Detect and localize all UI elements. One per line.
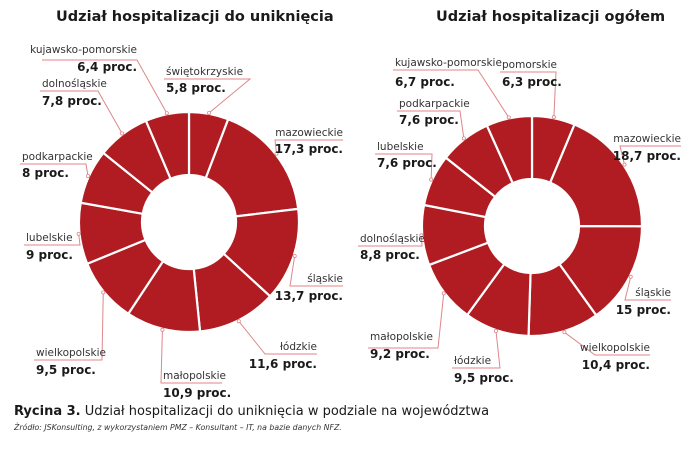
slice-value-label: 9,2 proc.	[370, 347, 430, 361]
slice-label: mazowieckie	[613, 133, 681, 145]
slice-label: śląskie	[307, 273, 343, 285]
slice-label: łódzkie	[454, 355, 491, 367]
slice-value-label: 6,3 proc.	[502, 75, 562, 89]
slice-value-label: 5,8 proc.	[166, 81, 226, 95]
leader-dot	[207, 110, 212, 115]
figure-caption-text: Udział hospitalizacji do uniknięcia w po…	[84, 404, 490, 419]
slice-label: wielkopolskie	[580, 342, 650, 354]
leader-line	[274, 139, 343, 154]
leader-dot	[441, 291, 446, 296]
slice-label: dolnośląskie	[42, 78, 107, 90]
slice-value-label: 7,6 proc.	[399, 113, 459, 127]
leader-line	[42, 59, 168, 114]
leader-dot	[160, 327, 165, 332]
slice-label: dolnośląskie	[360, 233, 425, 245]
slice-label: pomorskie	[502, 59, 557, 71]
slice-label: świętokrzyskie	[166, 66, 243, 78]
leader-dot	[622, 162, 627, 167]
leader-line	[564, 331, 650, 356]
leader-line	[160, 329, 222, 384]
leader-dot	[292, 253, 297, 258]
leader-dot	[461, 136, 466, 141]
leader-line	[375, 153, 433, 180]
slice-value-label: 18,7 proc.	[613, 149, 681, 163]
slice-value-label: 9,5 proc.	[454, 371, 514, 385]
leader-dot	[506, 115, 511, 120]
slice-value-label: 6,4 proc.	[77, 60, 137, 74]
chart-title-total: Udział hospitalizacji ogółem	[436, 9, 666, 25]
figure-caption: Rycina 3. Udział hospitalizacji do unikn…	[14, 404, 489, 419]
slice-value-label: 15 proc.	[616, 303, 671, 317]
slice-value-label: 17,3 proc.	[275, 142, 343, 156]
leader-line	[619, 145, 681, 165]
leader-dot	[76, 231, 81, 236]
slice-value-label: 9 proc.	[26, 248, 73, 262]
leader-dot	[628, 274, 633, 279]
slice-label: podkarpackie	[399, 98, 470, 110]
leader-line	[24, 233, 81, 246]
leader-dot	[274, 151, 279, 156]
leader-line	[34, 292, 104, 361]
slice-value-label: 10,9 proc.	[163, 386, 231, 400]
slice-label: kujawsko-pomorskie	[395, 57, 502, 69]
leader-dot	[419, 233, 424, 238]
slice-value-label: 7,6 proc.	[377, 156, 437, 170]
slice-value-label: 7,8 proc.	[42, 94, 102, 108]
leader-dot	[85, 174, 90, 179]
slice-value-label: 6,7 proc.	[395, 75, 455, 89]
leader-line	[238, 320, 317, 355]
leader-dot	[493, 328, 498, 333]
slice-label: podkarpackie	[22, 151, 93, 163]
slice-label: mazowieckie	[275, 127, 343, 139]
slice-label: małopolskie	[163, 370, 226, 382]
slice-label: śląskie	[635, 287, 671, 299]
leader-line	[500, 71, 557, 118]
slice-kujawsko-pomorskie	[485, 114, 534, 185]
slice-label: kujawsko-pomorskie	[30, 44, 137, 56]
leader-line	[289, 255, 343, 287]
slice-value-label: 10,4 proc.	[582, 358, 650, 372]
leader-dot	[551, 115, 556, 120]
slice-value-label: 13,7 proc.	[275, 289, 343, 303]
slice-value-label: 9,5 proc.	[36, 363, 96, 377]
slice-label: lubelskie	[377, 141, 424, 153]
leader-line	[20, 163, 89, 177]
leader-line	[393, 69, 510, 118]
slice-value-label: 8 proc.	[22, 166, 69, 180]
leader-dot	[236, 319, 241, 324]
leader-line	[368, 293, 445, 349]
leader-dot	[120, 131, 125, 136]
figure-label: Rycina 3.	[14, 404, 81, 419]
donut-charts: świętokrzyskie 5,8 proc. mazowieckie 17,3 p…	[20, 44, 681, 400]
slice-mazowieckie	[204, 117, 300, 218]
leader-line	[452, 330, 501, 369]
slice-label: małopolskie	[370, 331, 433, 343]
slice-label: łódzkie	[280, 341, 317, 353]
leader-line	[358, 235, 423, 247]
source-note: Źródło: JSKonsulting, z wykorzystaniem P…	[14, 423, 342, 432]
slice-mazowieckie	[548, 123, 644, 228]
slice-value-label: 11,6 proc.	[249, 357, 317, 371]
slice-value-label: 8,8 proc.	[360, 248, 420, 262]
slice-label: wielkopolskie	[36, 347, 106, 359]
leader-dot	[164, 111, 169, 116]
leader-line	[397, 110, 465, 139]
donut-chart-avoidable: świętokrzyskie 5,8 proc. mazowieckie 17,3 p…	[20, 44, 343, 400]
slice-label: lubelskie	[26, 232, 73, 244]
leader-dot	[101, 290, 106, 295]
chart-title-avoidable: Udział hospitalizacji do uniknięcia	[56, 9, 334, 25]
leader-line	[624, 276, 671, 301]
leader-line	[164, 78, 252, 114]
leader-dot	[429, 177, 434, 182]
donut-chart-total: pomorskie 6,3 proc. mazowieckie 18,7 proc. ś…	[358, 57, 681, 385]
leader-line	[40, 90, 123, 134]
leader-dot	[562, 330, 567, 335]
slice-kujawsko-pomorskie	[144, 110, 191, 181]
